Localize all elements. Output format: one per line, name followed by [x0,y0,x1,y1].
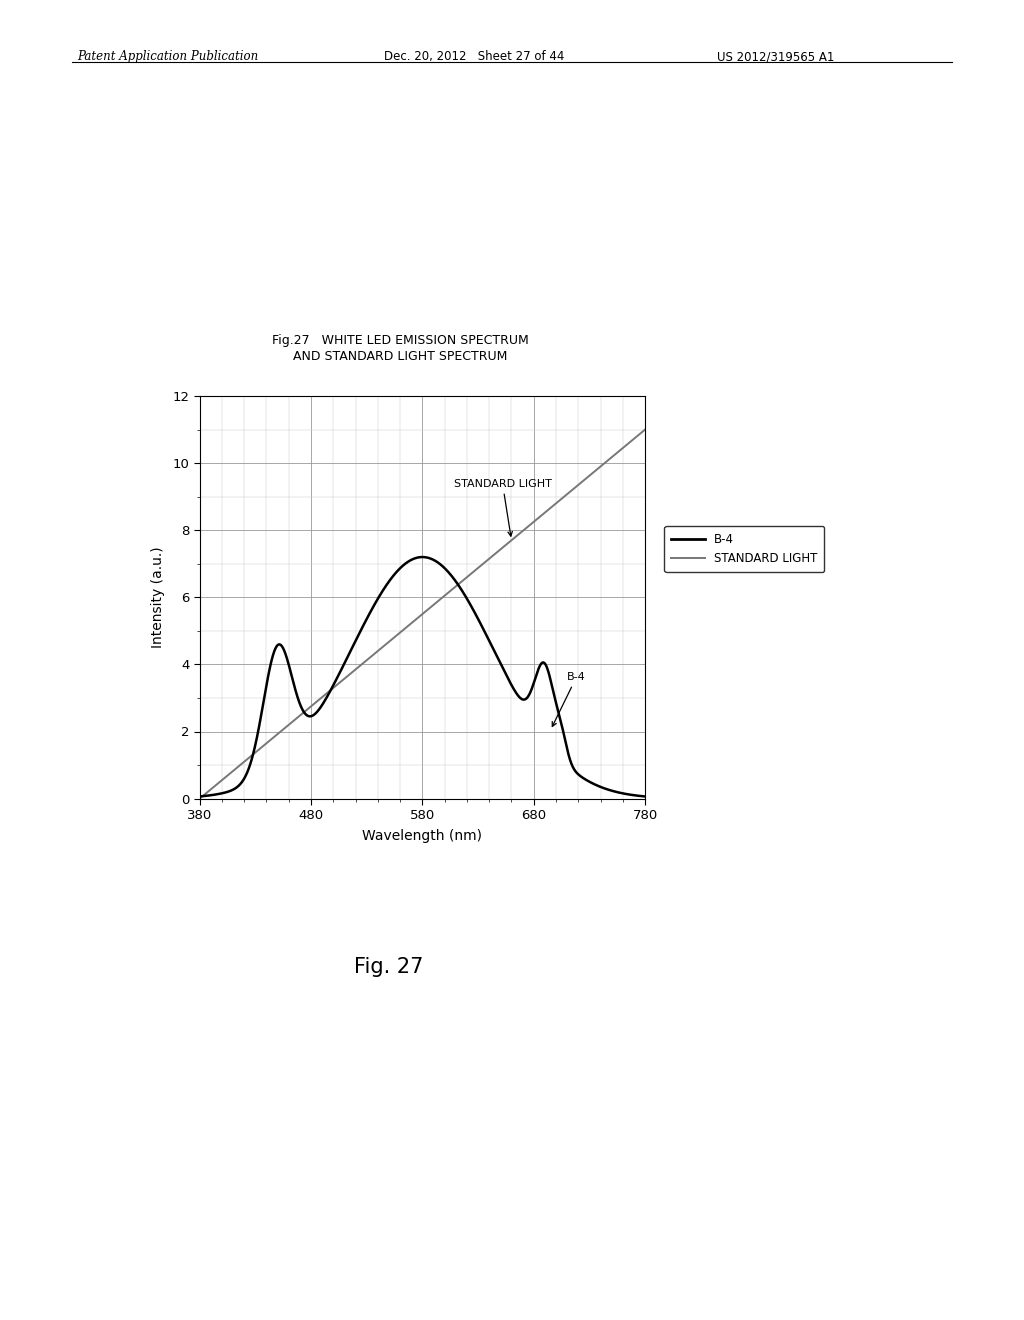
Text: STANDARD LIGHT: STANDARD LIGHT [454,479,552,536]
Text: Fig. 27: Fig. 27 [354,957,424,977]
Text: Dec. 20, 2012   Sheet 27 of 44: Dec. 20, 2012 Sheet 27 of 44 [384,50,564,63]
Y-axis label: Intensity (a.u.): Intensity (a.u.) [152,546,165,648]
Text: B-4: B-4 [552,672,586,726]
Text: Patent Application Publication: Patent Application Publication [77,50,258,63]
Text: Fig.27   WHITE LED EMISSION SPECTRUM: Fig.27 WHITE LED EMISSION SPECTRUM [271,334,528,347]
Text: AND STANDARD LIGHT SPECTRUM: AND STANDARD LIGHT SPECTRUM [293,350,507,363]
X-axis label: Wavelength (nm): Wavelength (nm) [362,829,482,843]
Text: US 2012/319565 A1: US 2012/319565 A1 [717,50,835,63]
Legend: B-4, STANDARD LIGHT: B-4, STANDARD LIGHT [665,525,824,572]
